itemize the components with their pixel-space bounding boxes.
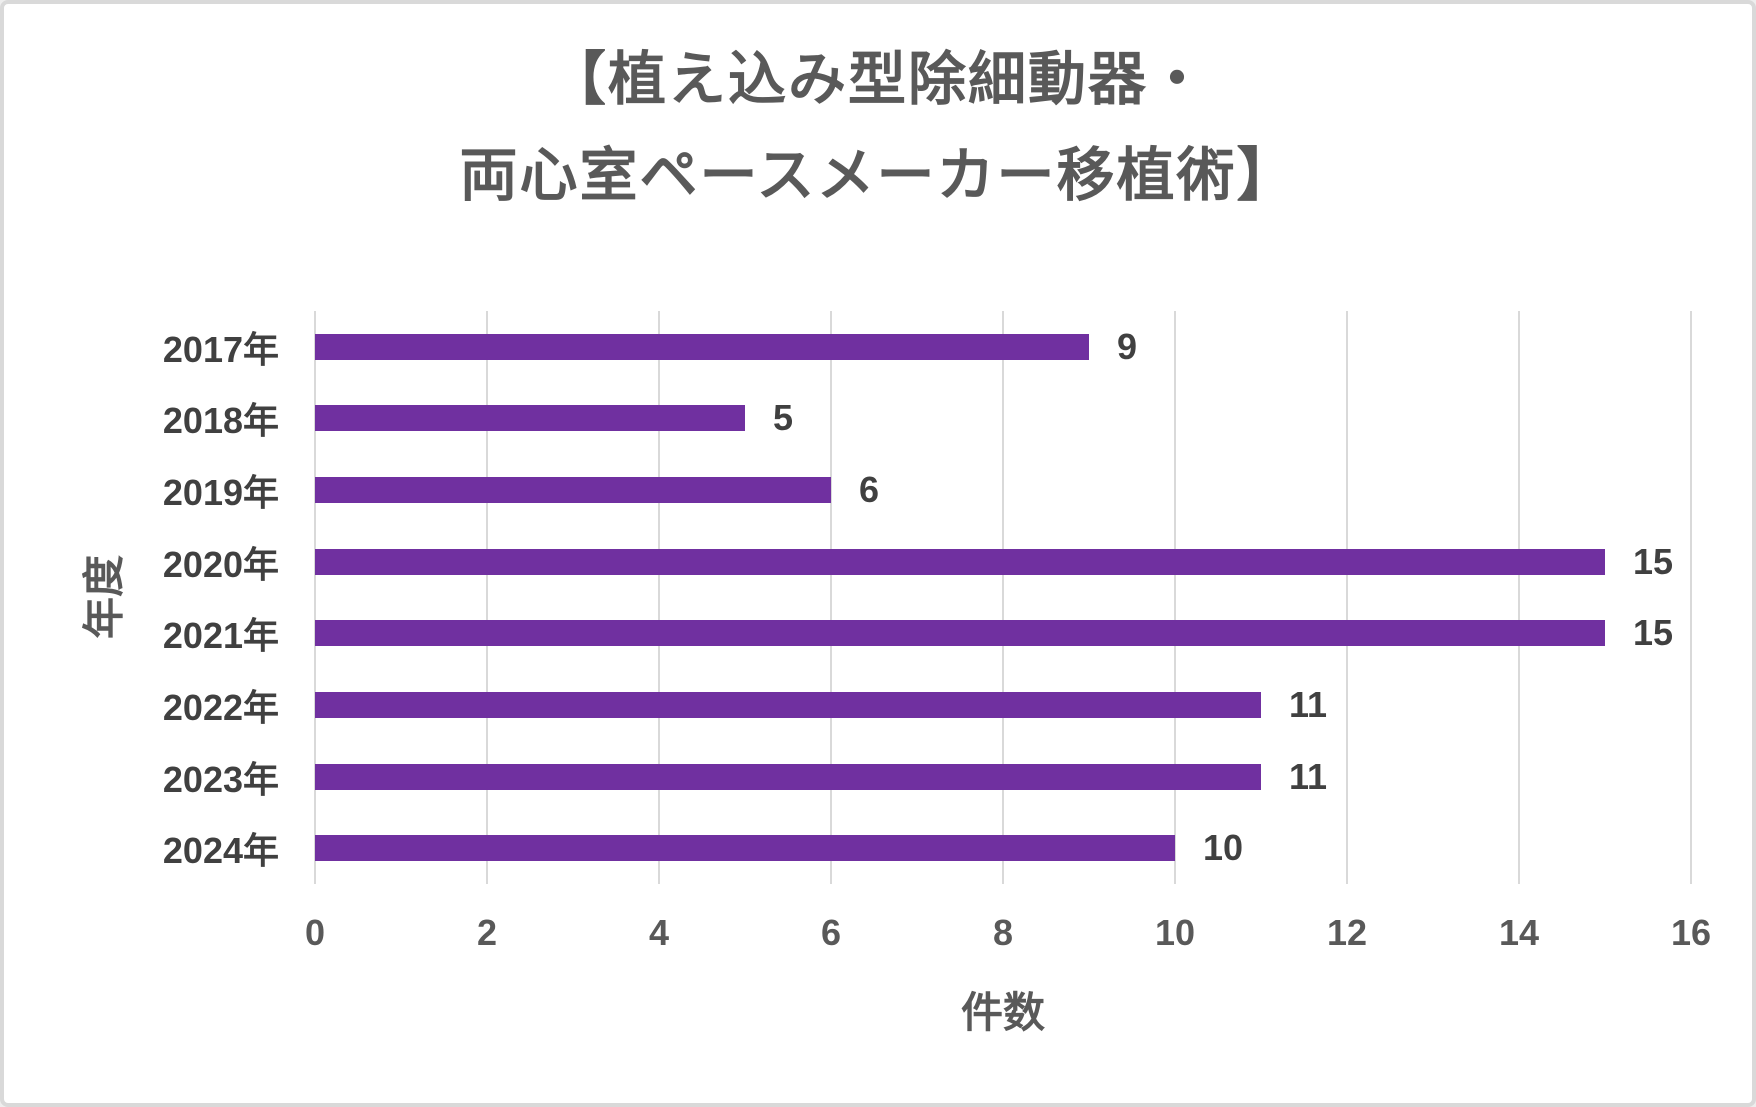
category-label-2024年: 2024年 [162,830,279,872]
category-label-2018年: 2018年 [162,400,279,442]
gridline-x-0 [314,311,316,884]
bar-row-2023年: 11 [315,741,1691,813]
x-tick-label-14: 14 [1498,912,1540,953]
gridline-x-10 [1174,311,1176,884]
plot-area: 9 5 6 15 15 11 11 10 [314,311,1692,884]
gridline-x-2 [486,311,488,884]
category-label-2021年: 2021年 [162,615,279,657]
bar-row-2024年: 10 [315,812,1691,884]
bar-2018年 [315,405,745,432]
chart-title: 【植え込み型除細動器・ 両心室ペースメーカー移植術】 [4,32,1752,224]
bar-row-2020年: 15 [315,526,1691,598]
x-axis-tick-labels: 0 2 4 6 8 10 12 14 16 [305,912,1711,958]
bar-value-label-2023年: 11 [1289,755,1328,797]
gridline-x-12 [1346,311,1348,884]
x-tick-label-12: 12 [1326,912,1368,953]
bar-value-label-2024年: 10 [1203,827,1244,869]
bar-row-2019年: 6 [315,454,1691,526]
bar-value-label-2018年: 5 [773,397,794,439]
gridline-x-4 [658,311,660,884]
bar-value-label-2019年: 6 [859,469,880,511]
x-tick-label-6: 6 [820,912,842,953]
bar-2023年 [315,763,1261,790]
bar-value-label-2020年: 15 [1633,540,1674,582]
category-axis-labels: 2017年 2018年 2019年 2020年 2021年 2022年 2023年 2024年 [64,311,279,884]
category-label-2023年: 2023年 [162,758,279,800]
bar-2017年 [315,333,1089,360]
bar-row-2018年: 5 [315,383,1691,455]
bar-value-label-2022年: 11 [1289,683,1328,725]
x-tick-label-8: 8 [992,912,1014,953]
bar-row-2022年: 11 [315,669,1691,741]
gridline-x-8 [1002,311,1004,884]
chart-title-line-1: 【植え込み型除細動器・ [547,47,1208,112]
x-axis-title: 件数 [960,989,1045,1036]
x-tick-label-0: 0 [304,912,326,953]
gridline-x-16 [1690,311,1692,884]
bar-row-2021年: 15 [315,598,1691,670]
category-label-2020年: 2020年 [162,543,279,585]
bar-2019年 [315,477,831,504]
bar-2020年 [315,548,1605,575]
category-label-2019年: 2019年 [162,472,279,514]
x-tick-label-4: 4 [648,912,670,953]
bar-2022年 [315,691,1261,718]
bar-2021年 [315,620,1605,647]
x-tick-label-2: 2 [476,912,498,953]
chart-title-line-2: 両心室ペースメーカー移植術】 [459,143,1297,208]
bar-value-label-2021年: 15 [1633,612,1674,654]
gridline-x-6 [830,311,832,884]
x-tick-label-10: 10 [1154,912,1196,953]
category-label-2022年: 2022年 [162,686,279,728]
bar-value-label-2017年: 9 [1117,325,1138,367]
x-tick-label-16: 16 [1670,912,1712,953]
category-label-2017年: 2017年 [162,328,279,370]
bar-row-2017年: 9 [315,311,1691,383]
bar-series: 9 5 6 15 15 11 11 10 [315,311,1691,884]
gridline-x-14 [1518,311,1520,884]
bar-2024年 [315,835,1175,862]
